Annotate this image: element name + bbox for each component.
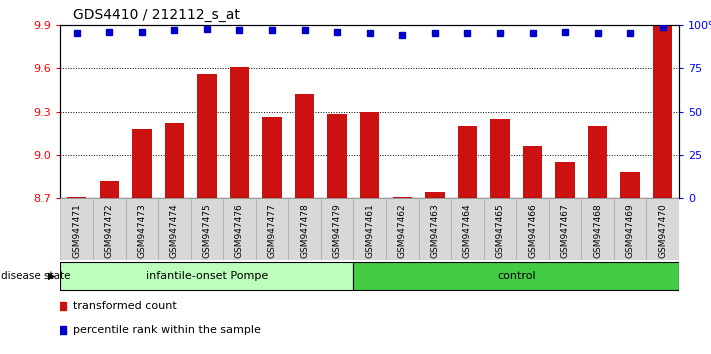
Text: GSM947472: GSM947472 (105, 203, 114, 258)
Bar (386, 198, 419, 260)
Text: GSM947478: GSM947478 (300, 203, 309, 258)
Text: GSM947468: GSM947468 (593, 203, 602, 258)
Bar (158, 198, 191, 260)
Text: GSM947466: GSM947466 (528, 203, 537, 258)
Text: GSM947474: GSM947474 (170, 203, 179, 258)
Bar (549, 198, 582, 260)
Bar (653, 25, 673, 198)
Bar (321, 198, 353, 260)
Bar (425, 193, 444, 198)
Text: GSM947471: GSM947471 (73, 203, 81, 258)
Text: transformed count: transformed count (73, 301, 176, 311)
Bar (295, 94, 314, 198)
Text: disease state: disease state (1, 271, 70, 281)
Bar (483, 198, 516, 260)
Bar (93, 198, 126, 260)
Bar (126, 198, 158, 260)
Text: infantile-onset Pompe: infantile-onset Pompe (146, 271, 268, 281)
Bar (621, 172, 640, 198)
Bar (230, 67, 250, 198)
Bar (289, 198, 321, 260)
Bar (262, 117, 282, 198)
Bar (490, 119, 510, 198)
Text: control: control (497, 271, 535, 281)
Bar (392, 197, 412, 198)
Bar (523, 146, 542, 198)
Bar (100, 181, 119, 198)
Bar (582, 198, 614, 260)
Text: GSM947461: GSM947461 (365, 203, 374, 258)
Bar (458, 126, 477, 198)
Text: GSM947475: GSM947475 (203, 203, 211, 258)
Text: ▶: ▶ (48, 271, 55, 281)
Text: GDS4410 / 212112_s_at: GDS4410 / 212112_s_at (73, 8, 240, 22)
Text: GSM947476: GSM947476 (235, 203, 244, 258)
Text: GSM947463: GSM947463 (430, 203, 439, 258)
Bar (353, 198, 386, 260)
Bar (60, 262, 353, 290)
Text: GSM947469: GSM947469 (626, 203, 635, 258)
Bar (360, 112, 380, 198)
Bar (614, 198, 646, 260)
Bar (132, 129, 151, 198)
Bar (353, 262, 679, 290)
Bar (516, 198, 549, 260)
Bar (588, 126, 607, 198)
Text: GSM947462: GSM947462 (397, 203, 407, 258)
Text: GSM947464: GSM947464 (463, 203, 472, 258)
Bar (451, 198, 483, 260)
Text: GSM947477: GSM947477 (267, 203, 277, 258)
Text: GSM947479: GSM947479 (333, 203, 342, 258)
Text: GSM947473: GSM947473 (137, 203, 146, 258)
Text: GSM947470: GSM947470 (658, 203, 667, 258)
Text: GSM947467: GSM947467 (560, 203, 570, 258)
Bar (646, 198, 679, 260)
Bar (165, 123, 184, 198)
Bar (419, 198, 451, 260)
Bar (256, 198, 289, 260)
Bar (67, 197, 87, 198)
Bar (223, 198, 256, 260)
Bar (60, 198, 93, 260)
Text: GSM947465: GSM947465 (496, 203, 504, 258)
Bar (555, 162, 574, 198)
Bar (197, 74, 217, 198)
Bar (191, 198, 223, 260)
Text: percentile rank within the sample: percentile rank within the sample (73, 325, 261, 335)
Bar (327, 114, 347, 198)
